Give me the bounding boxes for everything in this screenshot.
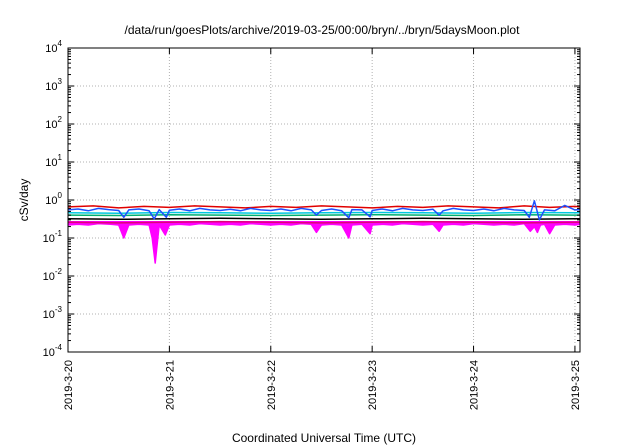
series-0-area — [68, 221, 580, 263]
x-axis-ticks: 2019-3-20 2019-3-21 2019-3-22 2019-3-23 2019… — [63, 48, 582, 410]
y-tick-label: 102 — [45, 115, 62, 131]
series-3-line — [67, 213, 580, 217]
y-tick-label: 100 — [45, 191, 62, 207]
x-tick-label: 2019-3-23 — [367, 360, 379, 410]
y-tick-label: 10-1 — [43, 229, 63, 245]
series-layer — [67, 200, 581, 264]
series-4-line — [67, 211, 580, 214]
grid — [68, 48, 580, 352]
y-tick-label: 10-2 — [43, 267, 63, 283]
x-tick-label: 2019-3-20 — [63, 360, 75, 410]
y-tick-label: 103 — [45, 77, 62, 93]
series-1-line — [67, 220, 580, 224]
y-tick-label: 10-3 — [43, 305, 63, 321]
chart-title: /data/run/goesPlots/archive/2019-03-25/0… — [125, 23, 521, 37]
y-tick-label: 104 — [45, 39, 62, 55]
x-tick-label: 2019-3-21 — [164, 360, 176, 410]
series-2-line — [67, 217, 580, 221]
y-tick-label: 10-4 — [43, 343, 63, 359]
series-6-line — [67, 200, 581, 221]
x-tick-label: 2019-3-24 — [469, 360, 481, 410]
series-0-line — [67, 222, 581, 264]
y-tick-label: 101 — [45, 153, 62, 169]
x-tick-label: 2019-3-25 — [570, 360, 582, 410]
series-5-line — [67, 205, 581, 209]
x-axis-label: Coordinated Universal Time (UTC) — [232, 431, 416, 445]
y-axis-ticks: 10-4 10-3 10-2 10-1 100 101 102 103 104 — [43, 39, 580, 359]
y-axis-label: cSv/day — [17, 179, 31, 222]
x-tick-label: 2019-3-22 — [266, 360, 278, 410]
